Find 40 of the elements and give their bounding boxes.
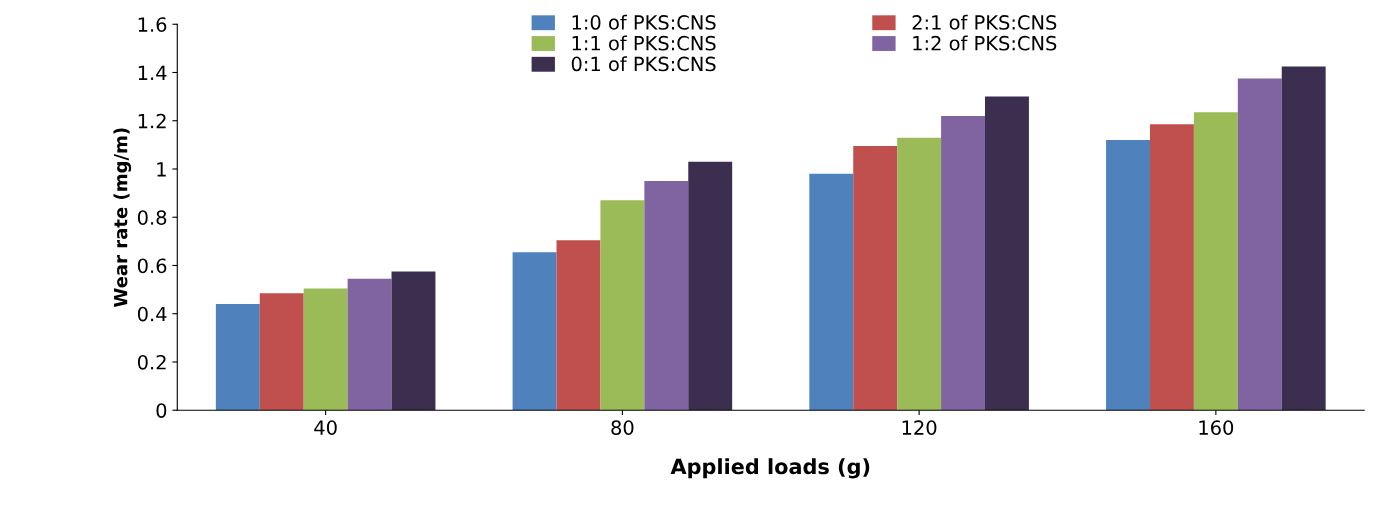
y-tick-label: 0.2	[137, 354, 166, 370]
y-tick-label: 0.4	[137, 306, 167, 322]
y-tick-label: 1.6	[138, 17, 167, 32]
bar	[688, 161, 733, 411]
bar	[347, 278, 392, 411]
bar	[1149, 124, 1194, 411]
bar	[853, 146, 898, 411]
bar	[897, 137, 942, 411]
y-tick-label: 1.2	[138, 113, 166, 129]
bar	[215, 304, 260, 411]
y-tick-label: 0	[156, 403, 167, 418]
bar	[644, 181, 689, 411]
x-axis-title: Applied loads (g)	[670, 458, 870, 479]
bar	[985, 96, 1029, 411]
y-tick-label: 1	[157, 162, 166, 177]
legend-label: 1:1 of PKS:CNS	[572, 35, 716, 51]
bar	[512, 252, 557, 411]
bar	[600, 200, 645, 411]
bar	[556, 240, 601, 411]
legend-label: 1:2 of PKS:CNS	[913, 35, 1057, 51]
y-tick-label: 1.4	[138, 65, 167, 80]
x-tick-label: 120	[902, 420, 937, 435]
legend-label: 2:1 of PKS:CNS	[912, 14, 1057, 30]
bar	[1193, 112, 1238, 411]
legend-label: 0:1 of PKS:CNS	[571, 56, 716, 72]
bar	[1237, 78, 1282, 411]
x-tick-label: 40	[314, 420, 337, 435]
bar	[391, 271, 436, 411]
y-tick-label: 0.8	[137, 210, 167, 225]
y-tick-label: 0.6	[137, 258, 167, 274]
bar	[941, 115, 985, 411]
x-tick-label: 80	[611, 420, 634, 435]
y-axis-title: Wear rate (mg/m)	[113, 128, 132, 308]
bar	[809, 173, 854, 411]
bar	[1106, 140, 1150, 411]
bar	[303, 288, 348, 411]
bar	[1281, 66, 1326, 411]
x-tick-label: 160	[1199, 420, 1234, 435]
legend-label: 1:0 of PKS:CNS	[572, 14, 716, 30]
bar	[259, 293, 304, 411]
